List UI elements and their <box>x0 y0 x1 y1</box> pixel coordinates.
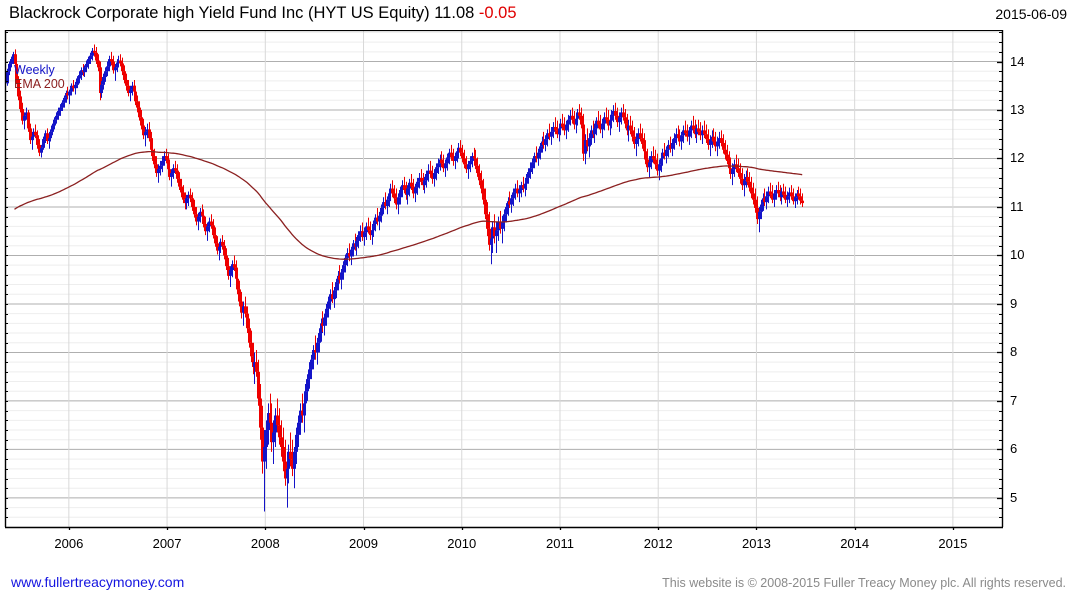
y-axis-tick-label: 12 <box>1010 150 1025 166</box>
x-axis-tick-label: 2009 <box>349 536 378 551</box>
copyright-notice: This website is © 2008-2015 Fuller Treac… <box>662 576 1066 590</box>
x-axis-tick-label: 2012 <box>643 536 673 551</box>
chart-plot-area[interactable]: Weekly EMA 200 <box>4 30 1028 530</box>
site-url-link[interactable]: www.fullertreacymoney.com <box>11 574 185 590</box>
x-axis-tick-label: 2015 <box>938 536 968 551</box>
axis-ticks <box>5 32 1002 530</box>
instrument-name: Blackrock Corporate high Yield Fund Inc … <box>9 4 430 22</box>
x-axis-tick-label: 2010 <box>447 536 477 551</box>
price-chart-svg[interactable] <box>4 30 1028 530</box>
last-price: 11.08 <box>434 4 475 22</box>
y-axis-tick-label: 14 <box>1010 53 1025 69</box>
y-axis-tick-label: 11 <box>1010 198 1024 214</box>
x-axis-tick-label: 2014 <box>840 536 870 551</box>
page-title: Blackrock Corporate high Yield Fund Inc … <box>9 4 517 23</box>
chart-footer: www.fullertreacymoney.com This website i… <box>0 572 1075 600</box>
x-axis-tick-label: 2011 <box>545 536 574 551</box>
chart-header: Blackrock Corporate high Yield Fund Inc … <box>0 0 1075 30</box>
grid-major <box>5 61 1002 499</box>
y-axis-tick-label: 5 <box>1010 489 1018 505</box>
candlestick-series <box>6 44 804 512</box>
y-axis-tick-label: 13 <box>1010 102 1025 117</box>
price-change: -0.05 <box>478 4 517 22</box>
y-axis-tick-label: 9 <box>1010 295 1018 311</box>
grid-minor <box>5 31 1002 528</box>
y-axis-tick-label: 8 <box>1010 344 1018 360</box>
y-axis-tick-label: 10 <box>1010 247 1025 263</box>
x-axis-tick-label: 2013 <box>741 536 771 551</box>
x-axis-tick-label: 2008 <box>250 536 280 551</box>
ema-200-line <box>14 150 803 260</box>
x-axis-tick-label: 2006 <box>54 536 84 551</box>
y-axis-tick-label: 6 <box>1010 441 1018 457</box>
as-of-date: 2015-06-09 <box>995 6 1067 22</box>
y-axis-tick-label: 7 <box>1010 392 1018 408</box>
grid-vertical <box>68 30 954 527</box>
x-axis-tick-label: 2007 <box>152 536 182 551</box>
plot-frame <box>4 30 1004 529</box>
